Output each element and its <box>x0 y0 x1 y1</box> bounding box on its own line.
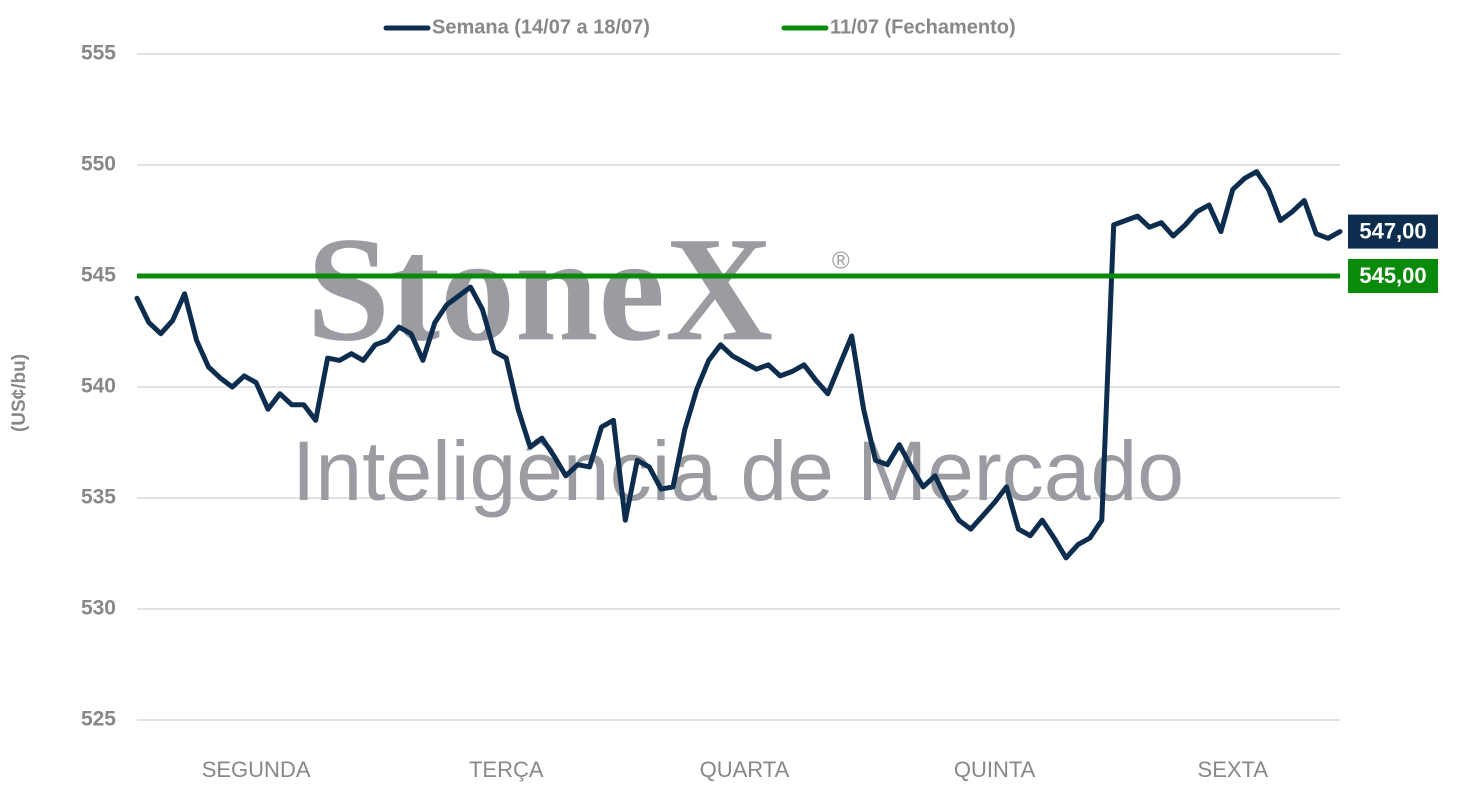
x-tick-label: QUARTA <box>700 757 790 782</box>
end-label: 545,00 <box>1359 263 1426 288</box>
y-tick-label: 535 <box>81 486 116 509</box>
series-line <box>134 169 1343 561</box>
legend-label: Semana (14/07 a 18/07) <box>432 16 650 38</box>
y-tick-label: 540 <box>81 375 116 398</box>
y-tick-label: 550 <box>81 153 116 176</box>
y-tick-label: 525 <box>81 708 116 731</box>
y-tick-label: 530 <box>81 597 116 620</box>
watermark-tagline: Inteligência de Mercado <box>292 424 1184 518</box>
grid <box>137 53 1340 721</box>
x-tick-label: QUINTA <box>954 757 1036 782</box>
end-label-box <box>1348 214 1438 249</box>
end-label: 547,00 <box>1359 218 1426 243</box>
x-tick-label: TERÇA <box>469 757 544 782</box>
y-tick-label: 545 <box>81 264 116 287</box>
x-tick-label: SEXTA <box>1198 757 1269 782</box>
watermark: StoneX ® Inteligência de Mercado <box>292 206 1184 518</box>
watermark-brand: StoneX <box>307 206 774 372</box>
x-tick-label: SEGUNDA <box>202 757 311 782</box>
legend-label: 11/07 (Fechamento) <box>830 16 1016 38</box>
end-label-box <box>1348 259 1438 293</box>
watermark-mark: ® <box>832 247 850 274</box>
y-axis-label: (US¢/bu) <box>9 354 30 432</box>
y-tick-label: 555 <box>81 42 116 65</box>
